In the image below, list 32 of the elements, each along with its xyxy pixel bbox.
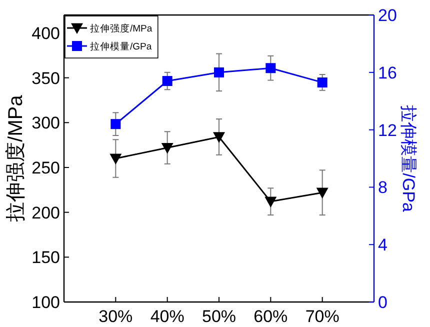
x-tick-label: 70% <box>305 307 340 326</box>
y-tick-label: 350 <box>32 68 60 88</box>
point <box>161 142 174 154</box>
x-tick-label: 40% <box>150 307 184 326</box>
point <box>110 154 122 164</box>
point <box>213 132 225 143</box>
x-tick-label: 30% <box>98 307 133 326</box>
x-tick-label: 50% <box>202 307 236 326</box>
y2-tick-label: 8 <box>378 178 388 198</box>
y2-tick-label: 12 <box>378 120 397 140</box>
y-tick-label: 200 <box>32 203 60 222</box>
legend-label: 拉伸模量/GPa <box>90 40 152 52</box>
x-tick-label: 60% <box>254 307 288 326</box>
point <box>162 76 172 86</box>
y-axis-title: 拉伸强度/MPa <box>5 94 27 222</box>
y-tick-label: 300 <box>32 114 60 133</box>
y-tick-label: 100 <box>32 293 60 312</box>
y2-axis-title: 拉伸模量/GPa <box>399 105 418 212</box>
y2-tick-label: 20 <box>378 6 397 25</box>
legend-label: 拉伸强度/MPa <box>90 22 153 34</box>
point <box>264 196 277 208</box>
y2-tick-label: 16 <box>378 63 397 82</box>
y-tick-label: 400 <box>32 24 60 43</box>
y2-tick-label: 0 <box>378 293 388 312</box>
point <box>266 63 276 74</box>
point <box>317 77 328 88</box>
y-tick-label: 150 <box>32 248 60 268</box>
point <box>110 119 121 130</box>
point <box>214 67 224 78</box>
y2-tick-label: 4 <box>378 236 388 255</box>
y-tick-label: 250 <box>32 158 60 178</box>
point <box>316 188 328 199</box>
